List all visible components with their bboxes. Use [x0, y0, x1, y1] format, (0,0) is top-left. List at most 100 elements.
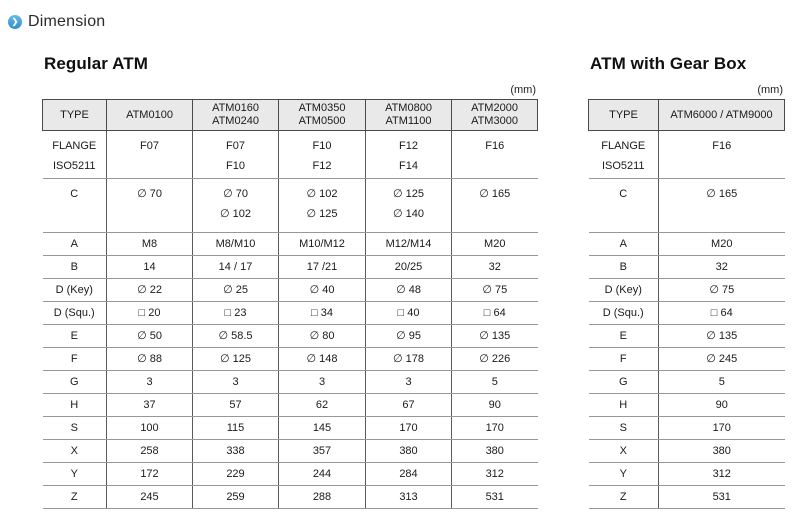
value-cell: ∅ 245: [658, 347, 785, 371]
row-label-cell: B: [42, 255, 107, 279]
value-cell: 90: [451, 393, 538, 417]
value-cell: 357: [278, 439, 366, 463]
value-cell: □ 40: [365, 301, 452, 325]
value-cell: ∅ 125: [192, 347, 279, 371]
table-row: S 170: [588, 416, 785, 440]
value-cell: 288: [278, 485, 366, 509]
value-cell: 312: [451, 462, 538, 486]
value-cell: 67: [365, 393, 452, 417]
value-cell: ∅ 22: [106, 278, 193, 302]
row-label-cell: X: [588, 439, 659, 463]
value-cell: ∅ 135: [451, 324, 538, 348]
type-header-cell: TYPE: [588, 99, 659, 131]
table-row: Y 172 229 244 284 312: [42, 462, 538, 486]
value-cell: F12 F14: [365, 130, 452, 179]
row-label-cell: A: [42, 232, 107, 256]
value-cell: ∅ 135: [658, 324, 785, 348]
value-cell: 284: [365, 462, 452, 486]
value-cell: M20: [451, 232, 538, 256]
row-label-cell: FLANGE ISO5211: [588, 130, 659, 179]
value-cell: ∅ 95: [365, 324, 452, 348]
value-cell: 172: [106, 462, 193, 486]
value-cell: 20/25: [365, 255, 452, 279]
value-cell: ∅ 102 ∅ 125: [278, 178, 366, 233]
value-cell: 115: [192, 416, 279, 440]
row-label-cell: F: [588, 347, 659, 371]
value-cell: F16: [451, 130, 538, 179]
row-label-cell: D (Key): [588, 278, 659, 302]
row-label-cell: B: [588, 255, 659, 279]
table-row: B 32: [588, 255, 785, 279]
table-row: FLANGE ISO5211 F07 F07 F10 F10 F12 F12 F14 F1…: [42, 130, 538, 179]
value-cell: 3: [278, 370, 366, 394]
table-row: F ∅ 88 ∅ 125 ∅ 148 ∅ 178 ∅ 226: [42, 347, 538, 371]
model-header-cell: ATM0350 ATM0500: [278, 99, 366, 131]
value-cell: 57: [192, 393, 279, 417]
table-row: Y 312: [588, 462, 785, 486]
table-row: B 14 14 / 17 17 /21 20/25 32: [42, 255, 538, 279]
value-cell: ∅ 40: [278, 278, 366, 302]
row-label-cell: C: [588, 178, 659, 233]
row-label-cell: D (Squ.): [588, 301, 659, 325]
value-cell: 313: [365, 485, 452, 509]
value-cell: 100: [106, 416, 193, 440]
value-cell: 5: [658, 370, 785, 394]
table-row: D (Squ.) □ 20 □ 23 □ 34 □ 40 □ 64: [42, 301, 538, 325]
row-label-cell: Y: [588, 462, 659, 486]
value-cell: M8/M10: [192, 232, 279, 256]
value-cell: F16: [658, 130, 785, 179]
row-label-cell: Z: [42, 485, 107, 509]
value-cell: M8: [106, 232, 193, 256]
table-title: Regular ATM: [44, 54, 149, 73]
table-title: ATM with Gear Box: [590, 54, 747, 73]
row-label-cell: E: [588, 324, 659, 348]
value-cell: □ 23: [192, 301, 279, 325]
table-row: F ∅ 245: [588, 347, 785, 371]
table-row: E ∅ 135: [588, 324, 785, 348]
section-header: ❯ Dimension: [8, 13, 105, 31]
value-cell: 531: [451, 485, 538, 509]
value-cell: 170: [365, 416, 452, 440]
value-cell: ∅ 148: [278, 347, 366, 371]
value-cell: 3: [106, 370, 193, 394]
value-cell: ∅ 75: [451, 278, 538, 302]
value-cell: 17 /21: [278, 255, 366, 279]
table-row: A M20: [588, 232, 785, 256]
value-cell: □ 64: [451, 301, 538, 325]
row-label-cell: D (Squ.): [42, 301, 107, 325]
value-cell: 170: [451, 416, 538, 440]
value-cell: 32: [658, 255, 785, 279]
value-cell: 37: [106, 393, 193, 417]
chevron-circle-icon: ❯: [8, 15, 22, 29]
value-cell: ∅ 88: [106, 347, 193, 371]
value-cell: 5: [451, 370, 538, 394]
value-cell: F07 F10: [192, 130, 279, 179]
value-cell: 3: [192, 370, 279, 394]
regular-atm-section: Regular ATM (mm) TYPE ATM0100 ATM0160 ATM0…: [42, 54, 538, 509]
table-row: C ∅ 165: [588, 178, 785, 233]
row-label-cell: E: [42, 324, 107, 348]
model-header-cell: ATM2000 ATM3000: [451, 99, 538, 131]
model-header-cell: ATM0800 ATM1100: [365, 99, 452, 131]
value-cell: F10 F12: [278, 130, 366, 179]
value-cell: 62: [278, 393, 366, 417]
table-row: Z 245 259 288 313 531: [42, 485, 538, 509]
value-cell: 244: [278, 462, 366, 486]
value-cell: 170: [658, 416, 785, 440]
value-cell: 14 / 17: [192, 255, 279, 279]
value-cell: ∅ 80: [278, 324, 366, 348]
section-title: Dimension: [28, 13, 106, 30]
value-cell: 145: [278, 416, 366, 440]
value-cell: M12/M14: [365, 232, 452, 256]
value-cell: 312: [658, 462, 785, 486]
value-cell: ∅ 226: [451, 347, 538, 371]
table-row: S 100 115 145 170 170: [42, 416, 538, 440]
row-label-cell: G: [42, 370, 107, 394]
model-header-cell: ATM6000 / ATM9000: [658, 99, 785, 131]
header-row: TYPE ATM6000 / ATM9000: [588, 99, 785, 131]
gearbox-atm-table: TYPE ATM6000 / ATM9000 FLANGE ISO5211 F16 C…: [588, 99, 785, 509]
value-cell: ∅ 178: [365, 347, 452, 371]
table-row: H 37 57 62 67 90: [42, 393, 538, 417]
row-label-cell: Z: [588, 485, 659, 509]
